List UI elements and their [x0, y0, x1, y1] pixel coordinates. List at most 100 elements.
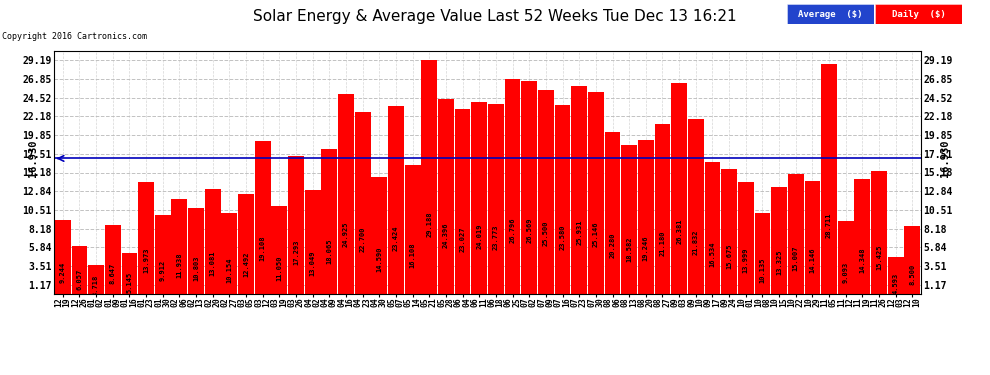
Bar	[154, 215, 170, 294]
Bar	[422, 60, 438, 294]
Bar	[222, 213, 238, 294]
Bar	[205, 189, 221, 294]
Text: 17.293: 17.293	[293, 240, 299, 266]
Bar	[754, 213, 770, 294]
Text: 15.425: 15.425	[876, 244, 882, 270]
Text: 16.534: 16.534	[710, 242, 716, 267]
Text: 26.381: 26.381	[676, 218, 682, 244]
Bar	[588, 93, 604, 294]
Bar	[171, 198, 187, 294]
Bar	[139, 182, 154, 294]
Text: 16.930: 16.930	[28, 140, 38, 177]
Text: 21.832: 21.832	[693, 229, 699, 255]
Text: 18.065: 18.065	[327, 238, 333, 264]
Bar	[638, 140, 653, 294]
Text: 25.146: 25.146	[593, 221, 599, 246]
Bar	[788, 174, 804, 294]
Bar	[454, 110, 470, 294]
Text: 6.057: 6.057	[76, 269, 82, 290]
Bar	[271, 206, 287, 294]
Text: 9.912: 9.912	[159, 260, 165, 281]
Bar	[505, 79, 521, 294]
Text: 29.188: 29.188	[427, 211, 433, 237]
Text: 18.582: 18.582	[626, 237, 633, 262]
Text: 25.500: 25.500	[543, 220, 548, 246]
Bar	[338, 94, 353, 294]
Bar	[622, 145, 638, 294]
Text: 19.108: 19.108	[259, 236, 265, 261]
Bar	[705, 162, 721, 294]
Bar	[671, 82, 687, 294]
Text: 8.647: 8.647	[110, 263, 116, 284]
Bar	[821, 64, 837, 294]
Text: 23.773: 23.773	[493, 224, 499, 250]
Bar	[905, 226, 921, 294]
Text: 28.711: 28.711	[826, 213, 832, 238]
Text: 23.027: 23.027	[459, 226, 465, 252]
Bar	[805, 181, 821, 294]
Text: 12.492: 12.492	[243, 252, 249, 277]
Bar	[688, 119, 704, 294]
Text: 22.700: 22.700	[359, 227, 365, 252]
Text: 13.325: 13.325	[776, 249, 782, 275]
Bar	[239, 194, 254, 294]
Text: 21.180: 21.180	[659, 231, 665, 256]
Bar	[354, 112, 370, 294]
Text: 19.246: 19.246	[643, 235, 648, 261]
Text: 10.135: 10.135	[759, 257, 765, 283]
Bar	[405, 165, 421, 294]
Bar	[654, 124, 670, 294]
Text: 8.500: 8.500	[910, 263, 916, 285]
Text: 23.424: 23.424	[393, 225, 399, 251]
Text: 15.675: 15.675	[726, 244, 733, 269]
Bar	[188, 208, 204, 294]
Bar	[88, 264, 104, 294]
Text: 11.938: 11.938	[176, 253, 182, 278]
Text: 20.280: 20.280	[610, 233, 616, 258]
Text: 24.019: 24.019	[476, 224, 482, 249]
Text: 9.093: 9.093	[842, 262, 848, 283]
Bar	[305, 190, 321, 294]
Bar	[488, 104, 504, 294]
Text: 25.931: 25.931	[576, 219, 582, 245]
Text: Average  ($): Average ($)	[798, 10, 863, 18]
Bar	[54, 220, 70, 294]
Bar	[771, 188, 787, 294]
Text: 3.718: 3.718	[93, 275, 99, 296]
Bar	[371, 177, 387, 294]
Text: 14.146: 14.146	[810, 248, 816, 273]
Text: 10.154: 10.154	[227, 257, 233, 283]
Bar	[854, 179, 870, 294]
Bar	[471, 102, 487, 294]
Bar	[838, 221, 853, 294]
Text: 4.593: 4.593	[893, 273, 899, 294]
Text: 11.050: 11.050	[276, 255, 282, 280]
Bar	[288, 156, 304, 294]
Text: 24.396: 24.396	[443, 223, 448, 248]
Bar	[71, 246, 87, 294]
Bar	[522, 81, 538, 294]
Bar	[571, 86, 587, 294]
Bar	[438, 99, 453, 294]
Text: 14.590: 14.590	[376, 246, 382, 272]
Text: 13.081: 13.081	[210, 250, 216, 276]
Text: 5.145: 5.145	[127, 272, 133, 292]
Text: Solar Energy & Average Value Last 52 Weeks Tue Dec 13 16:21: Solar Energy & Average Value Last 52 Wee…	[253, 9, 737, 24]
Text: 13.999: 13.999	[742, 248, 748, 273]
Bar	[388, 106, 404, 294]
Bar	[871, 171, 887, 294]
Bar	[538, 90, 553, 294]
Text: 15.007: 15.007	[793, 246, 799, 271]
Bar	[721, 168, 737, 294]
Text: 10.803: 10.803	[193, 256, 199, 281]
Text: 26.796: 26.796	[510, 217, 516, 243]
Text: 13.973: 13.973	[144, 248, 149, 273]
Bar	[605, 132, 621, 294]
Text: 13.049: 13.049	[310, 250, 316, 276]
Text: Daily  ($): Daily ($)	[892, 10, 945, 18]
Text: 24.925: 24.925	[343, 222, 349, 247]
Text: 26.569: 26.569	[527, 217, 533, 243]
Bar	[122, 253, 138, 294]
Bar	[105, 225, 121, 294]
Bar	[738, 182, 753, 294]
